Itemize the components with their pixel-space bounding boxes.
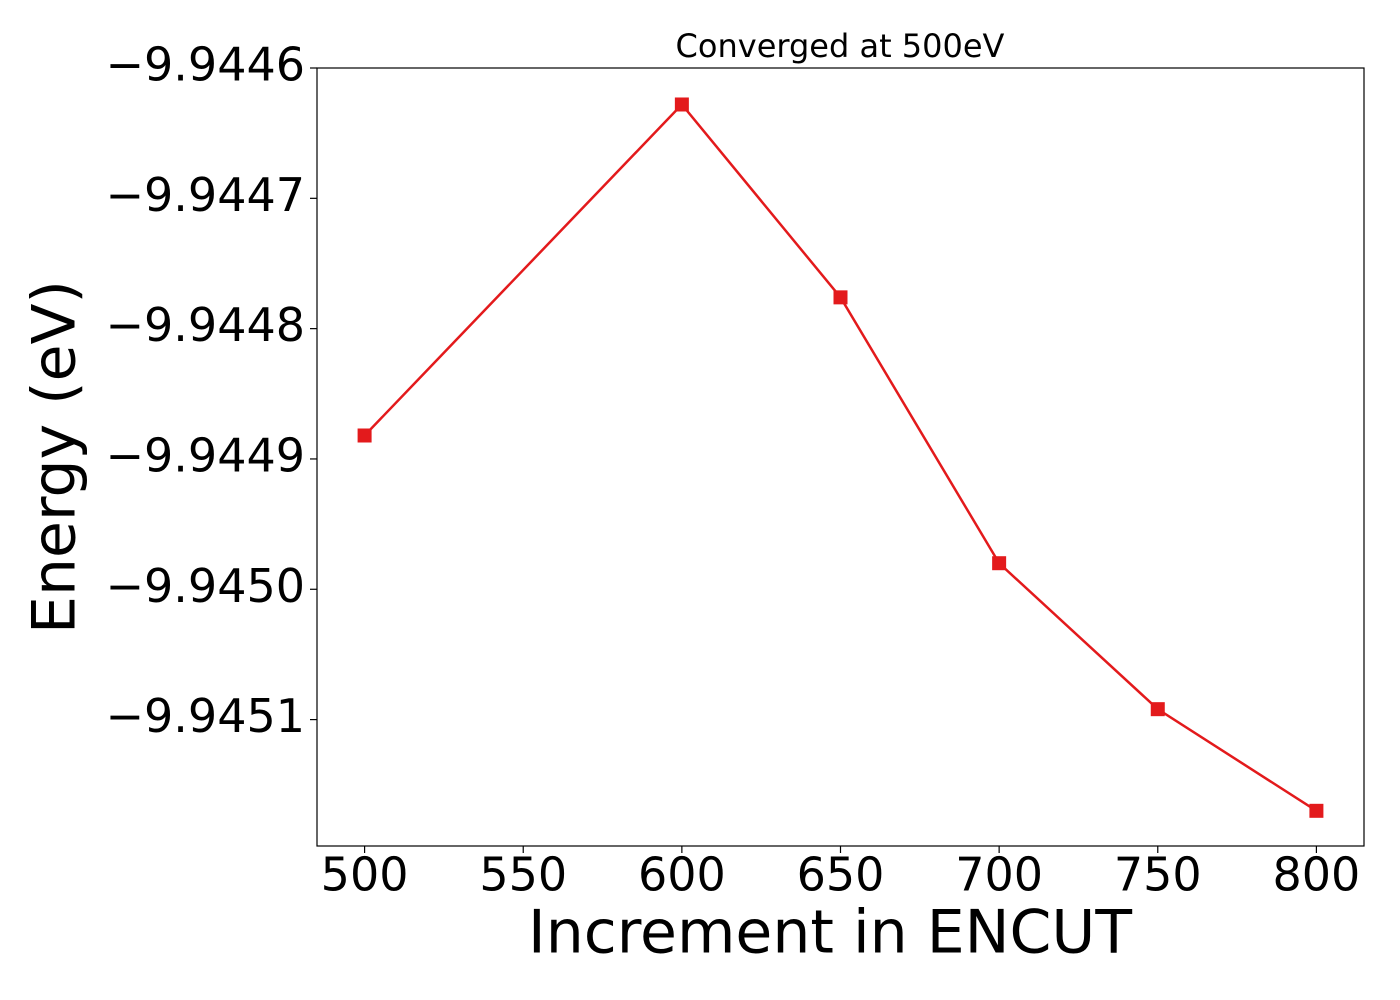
y-tick-label: −9.9448 xyxy=(106,298,306,352)
data-point xyxy=(1150,702,1165,717)
x-axis-label: Increment in ENCUT xyxy=(528,898,1132,968)
chart-title: Converged at 500eV xyxy=(676,27,1005,65)
x-tick-label: 750 xyxy=(1114,848,1202,902)
data-point xyxy=(1309,803,1324,818)
x-tick-label: 550 xyxy=(479,848,567,902)
y-tick-label: −9.9446 xyxy=(106,38,306,92)
y-tick-label: −9.9447 xyxy=(106,168,306,222)
x-tick-label: 800 xyxy=(1273,848,1361,902)
x-tick-label: 650 xyxy=(797,848,885,902)
data-point xyxy=(357,428,372,443)
data-point xyxy=(833,290,848,305)
x-tick-label: 700 xyxy=(955,848,1043,902)
y-tick-label: −9.9450 xyxy=(106,559,306,613)
series-line xyxy=(363,102,1318,812)
data-point xyxy=(674,97,689,112)
data-point xyxy=(992,556,1007,571)
y-axis-label: Energy (eV) xyxy=(20,280,90,634)
y-tick-label: −9.9449 xyxy=(106,428,306,482)
plot-frame xyxy=(316,67,1365,847)
x-tick-label: 500 xyxy=(321,848,409,902)
y-tick-label: −9.9451 xyxy=(106,689,306,743)
x-tick-label: 600 xyxy=(638,848,726,902)
